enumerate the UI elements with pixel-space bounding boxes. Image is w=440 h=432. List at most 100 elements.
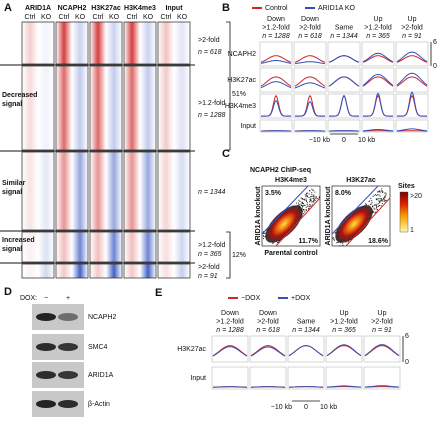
column-header: n = 1344: [330, 33, 358, 40]
profile-box: [364, 336, 400, 362]
heatmap-signal: [158, 232, 174, 262]
scatter-dot: [343, 245, 344, 246]
scatter-dot: [302, 206, 303, 207]
scatter-dot: [273, 247, 274, 248]
scatter-dot: [371, 203, 372, 204]
scatter-dot: [366, 204, 367, 205]
column-header: >1.2-fold: [330, 318, 358, 325]
profile-curve: [329, 77, 359, 86]
heatmap-signal: [106, 22, 122, 64]
scatter-dot: [307, 204, 308, 205]
column-header: n = 618: [298, 33, 322, 40]
profile-curve: [251, 347, 285, 356]
scatter-dot: [301, 205, 302, 206]
heatmap-signal: [38, 264, 54, 278]
scatter-dot: [377, 209, 378, 210]
heatmap-signal: [72, 232, 88, 262]
scatter-dot: [379, 202, 380, 203]
plot-title: H3K27ac: [346, 177, 376, 184]
scatter-dot: [315, 200, 316, 201]
profile-box: [294, 42, 326, 66]
row-label: NCAPH2: [228, 51, 257, 58]
heatmap-signal: [38, 22, 54, 64]
scatter-dot: [380, 200, 381, 201]
blot-band: [58, 313, 78, 321]
heatmap-signal: [174, 66, 190, 150]
subcolumn-label: Ctrl: [25, 14, 36, 21]
bracket: [226, 232, 230, 278]
scatter-dot: [372, 206, 373, 207]
profile-curve: [261, 96, 291, 116]
scatter-dot: [373, 196, 374, 197]
panel-letter: C: [222, 148, 230, 160]
scatter-dot: [377, 192, 378, 193]
scatter-dot: [383, 192, 384, 193]
row-label: Input: [240, 123, 256, 130]
scatter-dot: [307, 206, 308, 207]
scatter-dot: [310, 200, 311, 201]
legend-label: ARID1A KO: [318, 5, 356, 12]
heatmap-signal: [56, 232, 72, 262]
scatter-dot: [263, 236, 264, 237]
column-header: >2-fold: [257, 318, 279, 325]
scatter-dot: [303, 210, 304, 211]
scatter-dot: [342, 243, 343, 244]
scatter-dot: [379, 190, 380, 191]
column-header: Same: [297, 318, 315, 325]
scatter-dot: [306, 199, 307, 200]
profile-curve: [397, 96, 427, 116]
profile-box: [288, 336, 324, 362]
column-header: Up: [340, 310, 349, 317]
heatmap-signal: [38, 66, 54, 150]
profile-curve: [327, 345, 361, 356]
heatmap-signal: [38, 232, 54, 262]
heatmap-signal: [22, 66, 38, 150]
column-header: Down: [259, 310, 277, 317]
heatmap-signal: [140, 232, 156, 262]
subcolumn-label: KO: [143, 14, 154, 21]
heatmap-signal: [56, 66, 72, 150]
scatter-dot: [348, 241, 349, 242]
scatter-dot: [381, 191, 382, 192]
profile-curve: [363, 93, 393, 116]
scatter-dot: [264, 233, 265, 234]
blot-band: [36, 371, 56, 379]
scatter-dot: [386, 194, 387, 195]
scatter-dot: [334, 240, 335, 241]
scatter-dot: [381, 198, 382, 199]
heatmap-signal: [106, 232, 122, 262]
scatter-dot: [277, 242, 278, 243]
scale-label: 0: [405, 359, 409, 366]
scatter-dot: [301, 204, 302, 205]
profile-box: [288, 367, 324, 389]
scatter-dot: [335, 232, 336, 233]
scatter-dot: [272, 248, 273, 249]
scatter-dot: [306, 196, 307, 197]
column-header: n = 91: [402, 33, 422, 40]
bracket: [226, 22, 230, 150]
percent-up: 3.5%: [265, 190, 282, 197]
scatter-dot: [374, 208, 375, 209]
heatmap-signal: [90, 232, 106, 262]
scatter-dot: [380, 198, 381, 199]
scatter-dot: [311, 196, 312, 197]
heatmap-signal: [90, 22, 106, 64]
blot-label: NCAPH2: [88, 314, 117, 321]
scatter-dot: [381, 188, 382, 189]
heatmap-signal: [174, 152, 190, 230]
heatmap-signal: [158, 264, 174, 278]
scatter-dot: [376, 208, 377, 209]
subcolumn-label: KO: [41, 14, 52, 21]
condition-label: −: [44, 295, 48, 302]
profile-box: [362, 42, 394, 66]
column-header: n = 365: [366, 33, 390, 40]
scatter-dot: [365, 203, 366, 204]
legend-label: +DOX: [291, 295, 311, 302]
profile-box: [362, 68, 394, 92]
scatter-dot: [379, 201, 380, 202]
profile-curve: [261, 61, 291, 64]
column-header: >1.2-fold: [262, 24, 290, 31]
subcolumn-label: Ctrl: [127, 14, 138, 21]
scatter-dot: [264, 236, 265, 237]
column-header: ARID1A: [25, 5, 51, 12]
